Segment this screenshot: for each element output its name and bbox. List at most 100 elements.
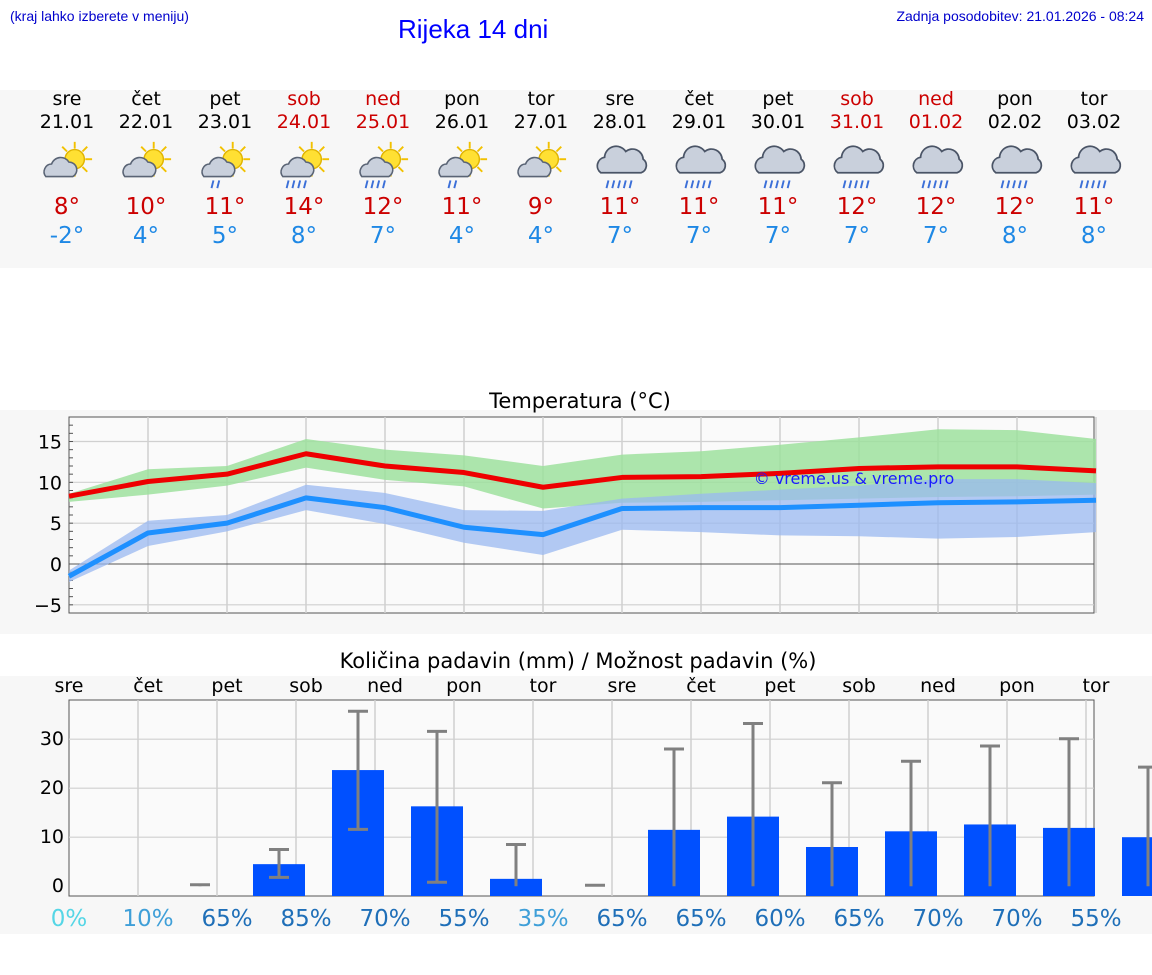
day-name: pon — [444, 88, 480, 110]
min-temperature: 8° — [1001, 223, 1029, 249]
precipitation-probability: 70% — [359, 906, 410, 932]
day-date: 02.02 — [987, 111, 1043, 133]
precip-day-label: tor — [1083, 675, 1110, 697]
day-forecast: sre 28.01 11° 7° — [580, 88, 660, 250]
day-date: 27.01 — [513, 111, 569, 133]
precip-day-label: pon — [446, 675, 482, 697]
min-temperature: 7° — [922, 223, 950, 249]
max-temperature: 11° — [599, 194, 641, 220]
precipitation-probability: 65% — [833, 906, 884, 932]
day-forecast: čet 22.01 10° 4° — [106, 88, 186, 250]
sun-heavy-rain-icon — [274, 138, 334, 192]
forecast-strip-background — [0, 90, 1152, 268]
day-name: tor — [527, 88, 555, 110]
day-name: sre — [605, 88, 635, 110]
precipitation-probability: 55% — [1070, 906, 1121, 932]
precipitation-bar — [490, 878, 542, 896]
y-tick-label: 0 — [50, 554, 62, 576]
precipitation-probability: 65% — [675, 906, 726, 932]
partly-sunny-icon — [37, 138, 97, 192]
day-forecast: pon 26.01 11° 4° — [422, 88, 502, 250]
max-temperature: 11° — [1073, 194, 1115, 220]
precipitation-chart-title: Količina padavin (mm) / Možnost padavin … — [340, 649, 817, 673]
y-tick-label: 5 — [50, 513, 62, 535]
min-temperature: 4° — [527, 223, 555, 249]
y-tick-label: 15 — [38, 432, 62, 454]
day-forecast: sob 31.01 12° 7° — [817, 88, 897, 250]
chart-watermark: © vreme.us & vreme.pro — [754, 469, 955, 488]
max-temperature: 11° — [678, 194, 720, 220]
partly-sunny-icon — [116, 138, 176, 192]
precip-day-label: pet — [764, 675, 795, 697]
precip-day-label: pet — [211, 675, 242, 697]
precipitation-probability: 65% — [596, 906, 647, 932]
precipitation-probability: 70% — [991, 906, 1042, 932]
day-date: 01.02 — [908, 111, 964, 133]
day-date: 22.01 — [118, 111, 174, 133]
day-forecast: ned 01.02 12° 7° — [896, 88, 976, 250]
y-tick-label: 30 — [40, 728, 64, 750]
precipitation-probability: 65% — [201, 906, 252, 932]
precipitation-probability: 10% — [122, 906, 173, 932]
precip-day-label: čet — [133, 675, 163, 697]
day-date: 03.02 — [1066, 111, 1122, 133]
precipitation-probability: 60% — [754, 906, 805, 932]
rain-cloud-icon — [906, 138, 966, 192]
y-tick-label: 10 — [38, 472, 62, 494]
day-date: 23.01 — [197, 111, 253, 133]
last-updated: Zadnja posodobitev: 21.01.2026 - 08:24 — [896, 8, 1144, 24]
precipitation-probability: 70% — [912, 906, 963, 932]
min-temperature: 7° — [606, 223, 634, 249]
y-tick-label: −5 — [34, 595, 62, 617]
day-date: 31.01 — [829, 111, 885, 133]
day-date: 26.01 — [434, 111, 490, 133]
day-name: čet — [684, 88, 714, 110]
day-forecast: pon 02.02 12° 8° — [975, 88, 1055, 250]
page-title: Rijeka 14 dni — [398, 14, 549, 44]
day-forecast: tor 27.01 9° 4° — [501, 88, 581, 250]
precip-day-label: čet — [686, 675, 716, 697]
max-temperature: 12° — [836, 194, 878, 220]
partly-sunny-icon — [511, 138, 571, 192]
precipitation-probability: 0% — [51, 906, 88, 932]
max-temperature: 9° — [527, 194, 555, 220]
min-temperature: 7° — [685, 223, 713, 249]
rain-cloud-icon — [748, 138, 808, 192]
precip-day-label: ned — [920, 675, 956, 697]
precip-day-label: sob — [289, 675, 323, 697]
rain-cloud-icon — [985, 138, 1045, 192]
min-temperature: -2° — [49, 223, 85, 249]
min-temperature: 8° — [290, 223, 318, 249]
rain-cloud-icon — [590, 138, 650, 192]
day-name: ned — [918, 88, 954, 110]
min-temperature: 5° — [211, 223, 239, 249]
precip-day-label: sre — [608, 675, 637, 697]
temperature-chart: Temperatura (°C) −5 0 5 10 15 © vreme.us & v… — [34, 389, 1097, 617]
day-name: sob — [840, 88, 874, 110]
min-temperature: 4° — [132, 223, 160, 249]
precip-day-label: tor — [530, 675, 557, 697]
day-date: 28.01 — [592, 111, 648, 133]
location-menu-hint: (kraj lahko izberete v meniju) — [10, 8, 189, 24]
day-name: ned — [365, 88, 401, 110]
min-temperature: 7° — [369, 223, 397, 249]
min-temperature: 8° — [1080, 223, 1108, 249]
day-forecast: sob 24.01 14° 8° — [264, 88, 344, 250]
max-temperature: 12° — [994, 194, 1036, 220]
day-date: 21.01 — [39, 111, 95, 133]
y-tick-label: 10 — [40, 826, 64, 848]
precipitation-probability: 85% — [280, 906, 331, 932]
max-temperature: 11° — [204, 194, 246, 220]
max-temperature: 10° — [125, 194, 167, 220]
sun-heavy-rain-icon — [353, 138, 413, 192]
min-temperature: 7° — [843, 223, 871, 249]
precip-day-label: ned — [367, 675, 403, 697]
day-forecast: čet 29.01 11° 7° — [659, 88, 739, 250]
day-name: pet — [762, 88, 794, 110]
day-name: tor — [1080, 88, 1108, 110]
max-temperature: 12° — [915, 194, 957, 220]
precipitation-probability: 55% — [438, 906, 489, 932]
day-forecast: tor 03.02 11° 8° — [1054, 88, 1134, 250]
min-temperature: 4° — [448, 223, 476, 249]
day-forecast: ned 25.01 12° 7° — [343, 88, 423, 250]
